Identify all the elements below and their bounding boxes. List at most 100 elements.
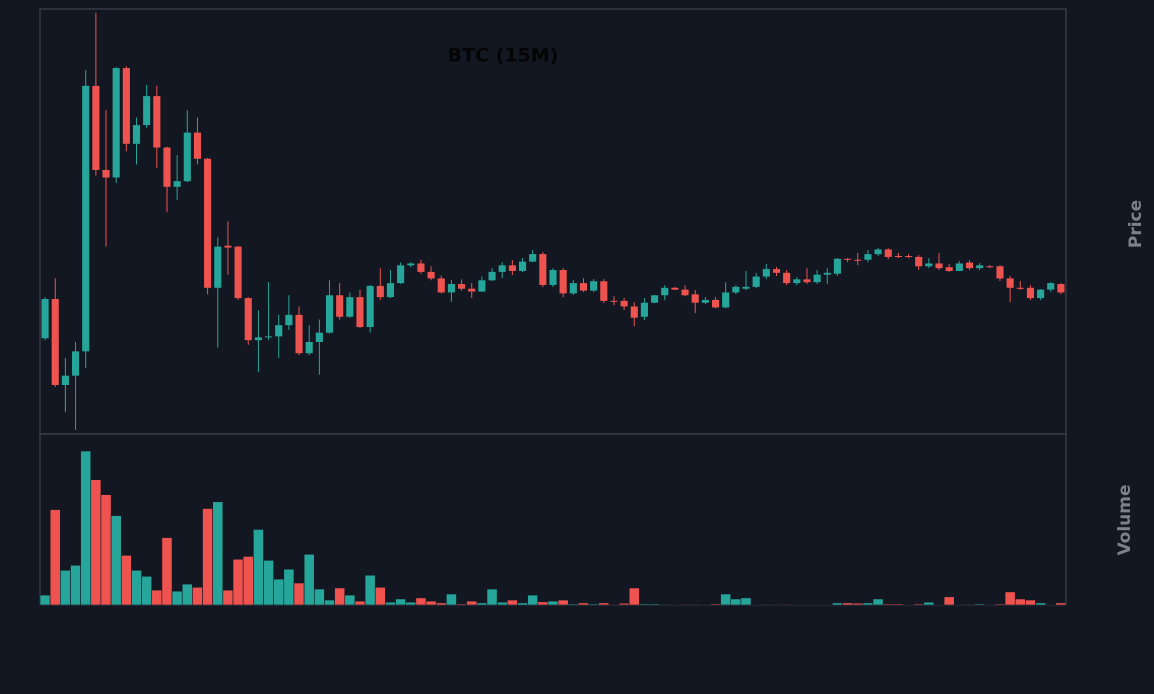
volume-bar	[110, 515, 122, 606]
candle-body	[539, 254, 547, 285]
volume-bar	[334, 587, 346, 606]
volume-bar	[730, 598, 742, 606]
volume-bar	[882, 603, 894, 606]
candle-body	[833, 258, 841, 274]
candle-body	[732, 286, 740, 293]
volume-bar	[303, 553, 315, 606]
candle-body	[61, 375, 69, 386]
volume-bar	[608, 603, 620, 606]
candle-body	[112, 68, 120, 178]
volume-bar	[435, 602, 447, 606]
candle-body	[772, 269, 781, 273]
candle-body	[315, 332, 323, 343]
candle-body	[153, 96, 161, 148]
marks	[39, 12, 1067, 606]
candle-body	[122, 68, 130, 144]
volume-bar	[710, 603, 721, 606]
candle-body	[224, 245, 232, 248]
volume-bar	[862, 602, 874, 606]
candle-body	[305, 342, 313, 354]
candle-body	[204, 158, 212, 288]
candle-body	[427, 271, 435, 279]
candle-body	[244, 298, 252, 341]
candle-body	[823, 272, 831, 275]
volume-bar	[405, 601, 417, 606]
volume-bar	[1014, 598, 1026, 606]
volume-bar	[496, 601, 508, 606]
volume-bar	[313, 588, 325, 606]
candle-body	[132, 125, 141, 144]
candle-body	[579, 283, 588, 291]
volume-bar	[1035, 602, 1046, 606]
candle-body	[193, 132, 202, 159]
volume-bar	[567, 603, 579, 606]
candle-body	[742, 286, 750, 289]
candle-body	[569, 283, 577, 294]
volume-bar	[364, 574, 376, 606]
candle-body	[874, 249, 882, 255]
candle-body	[762, 269, 770, 277]
candle-body	[945, 267, 953, 271]
candle-body	[813, 274, 821, 283]
candle-body	[163, 147, 171, 187]
volume-bar	[974, 603, 986, 606]
volume-bar	[90, 479, 102, 606]
volume-bar	[740, 597, 752, 606]
candle-body	[254, 337, 262, 341]
candle-body	[214, 246, 222, 288]
volume-bar	[1004, 591, 1016, 606]
volume-bar	[466, 600, 478, 606]
volume-bar	[49, 509, 61, 606]
candle-body	[376, 285, 384, 298]
candle-body	[996, 266, 1004, 279]
candle-body	[681, 289, 689, 296]
volume-bar	[628, 587, 640, 606]
volume-bar	[659, 603, 671, 606]
candle-body	[417, 263, 425, 272]
candle-body	[447, 284, 455, 293]
candle-body	[976, 265, 984, 269]
candle-body	[1057, 284, 1065, 293]
volume-bar	[151, 589, 163, 606]
volume-bar	[242, 556, 254, 606]
volume-bar	[639, 603, 650, 606]
candle-body	[640, 302, 648, 317]
volume-bar	[374, 586, 386, 606]
candle-body	[386, 283, 395, 298]
volume-bar	[60, 569, 71, 606]
candle-body	[336, 295, 344, 317]
candle-body	[671, 287, 679, 290]
volume-bar	[1055, 602, 1067, 606]
volume-bar	[222, 589, 234, 606]
volume-axis-label: Volume	[1115, 484, 1135, 555]
volume-bar	[781, 603, 793, 606]
volume-bar	[161, 537, 173, 606]
volume-bar	[80, 450, 92, 606]
volume-bar	[456, 603, 467, 606]
candle-body	[366, 285, 374, 328]
candle-body	[752, 276, 760, 287]
volume-bar	[395, 598, 407, 606]
volume-bar	[547, 600, 559, 606]
volume-bar	[618, 602, 630, 606]
volume-bar	[253, 529, 264, 606]
candle-body	[884, 249, 892, 257]
candle-body	[1016, 287, 1024, 289]
candle-body	[610, 300, 618, 302]
volume-pane	[39, 433, 1067, 606]
candle-body	[478, 280, 486, 292]
candle-body	[844, 258, 852, 260]
volume-bar	[557, 599, 569, 606]
volume-bar	[588, 603, 600, 606]
volume-bar	[131, 569, 142, 606]
candle-body	[488, 271, 496, 281]
candle-body	[1037, 289, 1045, 299]
candle-body	[793, 279, 801, 284]
volume-bar	[923, 601, 935, 606]
candle-body	[143, 96, 151, 126]
volume-bar	[171, 590, 183, 606]
candle-body	[508, 265, 516, 271]
volume-bar	[476, 602, 488, 606]
